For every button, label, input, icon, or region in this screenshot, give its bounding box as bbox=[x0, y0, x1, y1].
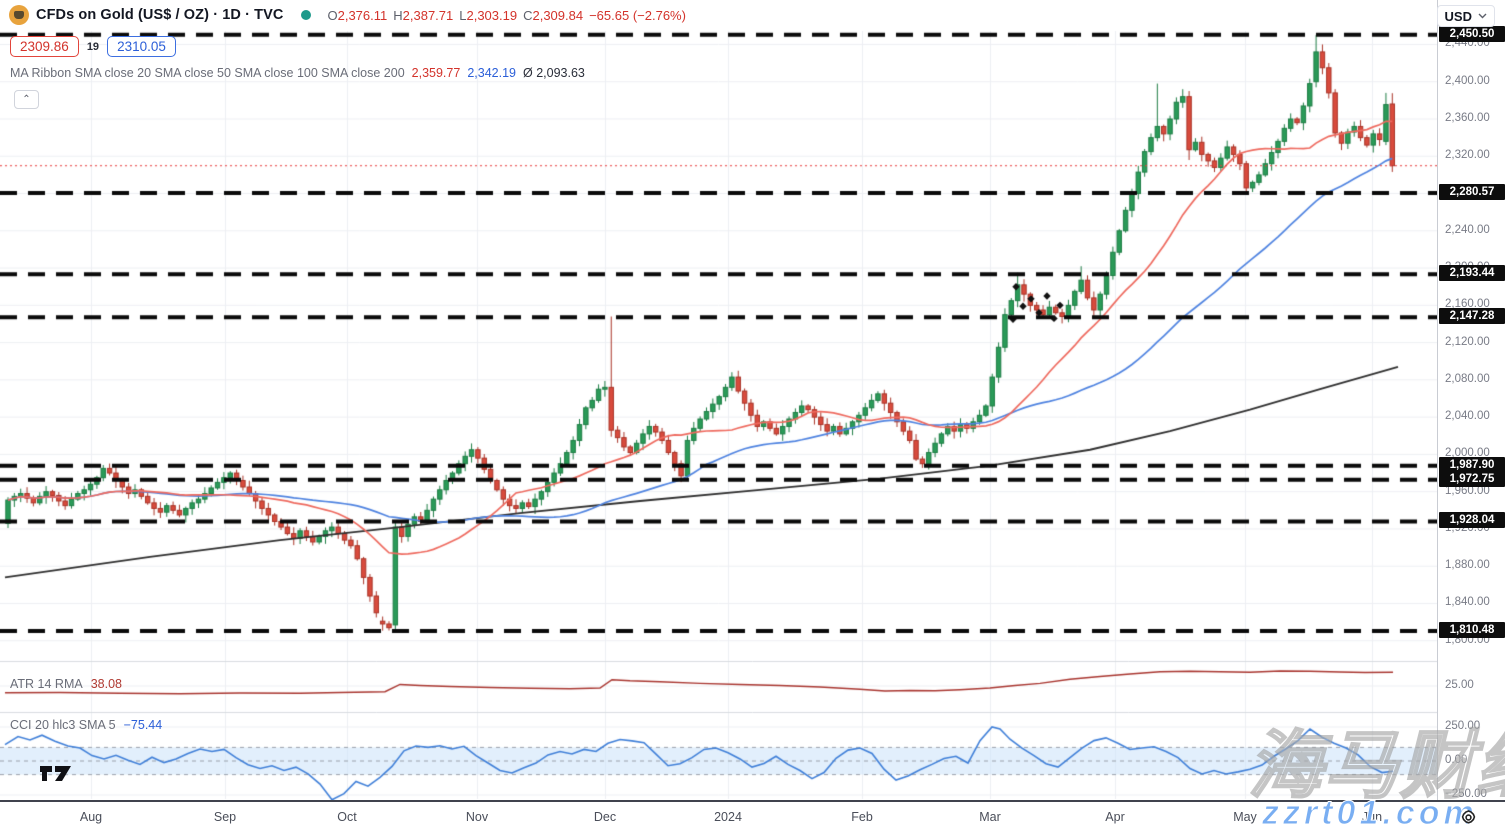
collapse-indicators-button[interactable]: ⌃ bbox=[14, 90, 39, 109]
sma50-value: 2,342.19 bbox=[467, 66, 516, 80]
cci-tick: 0.00 bbox=[1445, 754, 1468, 766]
atr-legend[interactable]: ATR 14 RMA 38.08 bbox=[10, 677, 122, 691]
price-tick: 2,120.00 bbox=[1445, 335, 1490, 348]
ohlc-values: O2,376.11 H2,387.71 L2,303.19 C2,309.84 bbox=[327, 8, 583, 23]
ohlc-value: 2,387.71 bbox=[402, 7, 454, 23]
ohlc-value: 2,376.11 bbox=[337, 7, 388, 23]
cci-legend[interactable]: CCI 20 hlc3 SMA 5 −75.44 bbox=[10, 718, 162, 732]
atr-label: ATR 14 RMA bbox=[10, 677, 83, 691]
price-tick: 2,360.00 bbox=[1445, 111, 1490, 124]
level-price-badge: 1,987.90 bbox=[1439, 456, 1505, 473]
settings-gear-icon[interactable] bbox=[1458, 807, 1479, 828]
level-price-badge: 2,147.28 bbox=[1439, 308, 1505, 325]
cci-tick: 250.00 bbox=[1445, 720, 1481, 732]
level-price-badge: 2,450.50 bbox=[1439, 25, 1505, 42]
spread-value: 19 bbox=[86, 40, 100, 53]
ohlc-key: C bbox=[523, 7, 533, 23]
change-value: −65.65 (−2.76%) bbox=[589, 7, 686, 23]
ma-ribbon-label: MA Ribbon SMA close 20 SMA close 50 SMA … bbox=[10, 66, 405, 80]
price-tick: 1,960.00 bbox=[1445, 484, 1490, 497]
level-price-badge: 1,810.48 bbox=[1439, 621, 1505, 638]
cci-value: −75.44 bbox=[123, 718, 163, 732]
price-tick: 2,040.00 bbox=[1445, 410, 1490, 423]
sell-button[interactable]: 2309.86 bbox=[10, 36, 79, 57]
level-price-badge: 2,193.44 bbox=[1439, 265, 1505, 282]
time-label: May bbox=[1233, 810, 1257, 824]
time-label: Jun bbox=[1361, 810, 1383, 824]
time-label: Mar bbox=[979, 810, 1001, 824]
sma-average-value: Ø 2,093.63 bbox=[523, 66, 585, 80]
time-label: Feb bbox=[851, 810, 873, 824]
currency-dropdown[interactable]: USD bbox=[1436, 5, 1495, 27]
price-tick: 2,000.00 bbox=[1445, 447, 1490, 460]
symbol-title[interactable]: CFDs on Gold (US$ / OZ) · 1D · TVC bbox=[36, 7, 284, 23]
price-tick: 1,840.00 bbox=[1445, 596, 1490, 609]
level-price-badge: 1,928.04 bbox=[1439, 512, 1505, 529]
symbol-logo-icon bbox=[9, 5, 29, 25]
price-tick: 1,880.00 bbox=[1445, 559, 1490, 572]
market-status-icon bbox=[301, 10, 312, 20]
time-label: Dec bbox=[593, 810, 617, 824]
time-axis[interactable]: Aug Sep Oct Nov Dec 2024 Feb Mar Apr May Jun bbox=[0, 800, 1505, 833]
level-price-badge: 2,280.57 bbox=[1439, 184, 1505, 200]
ohlc-key: L bbox=[459, 7, 467, 23]
bid-ask-row: 2309.86 19 2310.05 bbox=[10, 36, 176, 57]
ohlc-key: H bbox=[393, 7, 403, 23]
time-label: Apr bbox=[1105, 810, 1125, 824]
price-tick: 2,320.00 bbox=[1445, 149, 1490, 162]
cci-label: CCI 20 hlc3 SMA 5 bbox=[10, 718, 116, 732]
tradingview-logo[interactable] bbox=[38, 762, 76, 784]
price-axis[interactable]: 2,440.00 2,400.00 2,360.00 2,320.00 2,240.00… bbox=[1437, 0, 1505, 800]
chevron-down-icon bbox=[1478, 13, 1487, 19]
time-label: Sep bbox=[213, 810, 237, 824]
time-label: Oct bbox=[337, 810, 357, 824]
atr-value: 38.08 bbox=[90, 677, 122, 691]
sma20-value: 2,359.77 bbox=[411, 66, 461, 80]
atr-tick: 25.00 bbox=[1445, 679, 1474, 691]
ma-ribbon-legend[interactable]: MA Ribbon SMA close 20 SMA close 50 SMA … bbox=[10, 66, 585, 80]
time-label: Nov bbox=[465, 810, 489, 824]
time-label: Aug bbox=[79, 810, 103, 824]
currency-label: USD bbox=[1444, 8, 1472, 24]
price-tick: 2,080.00 bbox=[1445, 372, 1490, 385]
buy-button[interactable]: 2310.05 bbox=[107, 36, 176, 57]
time-label: 2024 bbox=[714, 810, 742, 824]
ohlc-value: 2,303.19 bbox=[466, 7, 518, 23]
price-tick: 2,400.00 bbox=[1445, 74, 1490, 87]
cci-tick: −250.00 bbox=[1445, 788, 1487, 800]
chart-header: CFDs on Gold (US$ / OZ) · 1D · TVC O2,37… bbox=[0, 0, 1437, 30]
ohlc-value: 2,309.84 bbox=[532, 7, 584, 23]
price-tick: 2,240.00 bbox=[1445, 223, 1490, 236]
level-price-badge: 1,972.75 bbox=[1439, 470, 1505, 487]
price-tick: 2,160.00 bbox=[1445, 298, 1490, 311]
ohlc-key: O bbox=[327, 7, 338, 23]
